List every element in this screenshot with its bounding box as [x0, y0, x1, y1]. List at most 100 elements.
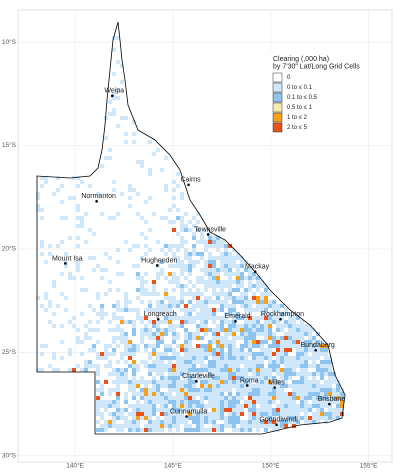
clearing-cell [96, 404, 100, 408]
clearing-cell [188, 416, 192, 420]
clearing-cell [276, 424, 280, 428]
clearing-cell [284, 340, 288, 344]
clearing-cell [268, 352, 272, 356]
clearing-cell [220, 372, 224, 376]
clearing-cell [156, 368, 160, 372]
clearing-cell [76, 244, 80, 248]
clearing-cell [108, 372, 112, 376]
clearing-cell [184, 224, 188, 228]
clearing-cell [144, 404, 148, 408]
clearing-cell [168, 320, 172, 324]
clearing-cell [152, 388, 156, 392]
clearing-cell [96, 264, 100, 268]
clearing-cell [260, 300, 264, 304]
clearing-cell [132, 428, 136, 432]
clearing-cell [156, 424, 160, 428]
clearing-cell [76, 260, 80, 264]
clearing-cell [252, 360, 256, 364]
clearing-cell [56, 244, 60, 248]
clearing-cell [160, 248, 164, 252]
clearing-cell [216, 428, 220, 432]
clearing-cell [164, 184, 168, 188]
clearing-cell [60, 324, 64, 328]
clearing-cell [184, 228, 188, 232]
clearing-cell [160, 360, 164, 364]
clearing-cell [76, 268, 80, 272]
clearing-cell [128, 380, 132, 384]
clearing-cell [288, 408, 292, 412]
clearing-cell [276, 328, 280, 332]
clearing-cell [336, 380, 340, 384]
clearing-cell [228, 292, 232, 296]
clearing-cell [200, 368, 204, 372]
clearing-cell [220, 300, 224, 304]
clearing-cell [264, 420, 268, 424]
clearing-cell [200, 404, 204, 408]
clearing-cell [232, 428, 236, 432]
clearing-cell [124, 392, 128, 396]
clearing-cell [312, 372, 316, 376]
clearing-cell [264, 380, 268, 384]
clearing-cell [104, 252, 108, 256]
clearing-cell [248, 308, 252, 312]
clearing-cell [152, 412, 156, 416]
clearing-cell [172, 380, 176, 384]
clearing-cell [172, 336, 176, 340]
clearing-cell [208, 396, 212, 400]
clearing-cell [216, 424, 220, 428]
clearing-cell [312, 356, 316, 360]
clearing-cell [220, 320, 224, 324]
clearing-cell [96, 408, 100, 412]
clearing-cell [264, 324, 268, 328]
clearing-cell [172, 328, 176, 332]
clearing-cell [116, 304, 120, 308]
clearing-cell [244, 392, 248, 396]
clearing-cell [272, 336, 276, 340]
clearing-cell [124, 132, 128, 136]
clearing-cell [184, 256, 188, 260]
clearing-cell [124, 340, 128, 344]
clearing-cell [180, 272, 184, 276]
clearing-cell [268, 336, 272, 340]
clearing-cell [212, 416, 216, 420]
clearing-cell [236, 328, 240, 332]
clearing-cell [232, 360, 236, 364]
clearing-cell [180, 292, 184, 296]
clearing-cell [220, 288, 224, 292]
clearing-cell [116, 248, 120, 252]
clearing-cell [156, 416, 160, 420]
clearing-cell [304, 400, 308, 404]
clearing-cell [216, 364, 220, 368]
clearing-cell [92, 256, 96, 260]
clearing-cell [332, 400, 336, 404]
clearing-cell [208, 376, 212, 380]
clearing-cell [208, 300, 212, 304]
clearing-cell [224, 272, 228, 276]
clearing-cell [264, 400, 268, 404]
clearing-cell [168, 408, 172, 412]
clearing-cell [268, 416, 272, 420]
clearing-cell [228, 352, 232, 356]
clearing-cell [108, 112, 112, 116]
place-label: Normanton [81, 193, 116, 200]
clearing-cell [268, 312, 272, 316]
clearing-cell [312, 420, 316, 424]
clearing-cell [320, 384, 324, 388]
clearing-cell [196, 336, 200, 340]
clearing-cell [168, 360, 172, 364]
clearing-cell [212, 300, 216, 304]
legend-bg [270, 52, 352, 138]
clearing-cell [280, 368, 284, 372]
clearing-cell [168, 356, 172, 360]
clearing-cell [228, 348, 232, 352]
clearing-cell [180, 296, 184, 300]
clearing-cell [252, 344, 256, 348]
clearing-cell [128, 412, 132, 416]
clearing-cell [288, 324, 292, 328]
clearing-cell [148, 292, 152, 296]
clearing-cell [88, 348, 92, 352]
clearing-cell [152, 384, 156, 388]
clearing-cell [80, 224, 84, 228]
clearing-cell [272, 320, 276, 324]
clearing-cell [212, 272, 216, 276]
